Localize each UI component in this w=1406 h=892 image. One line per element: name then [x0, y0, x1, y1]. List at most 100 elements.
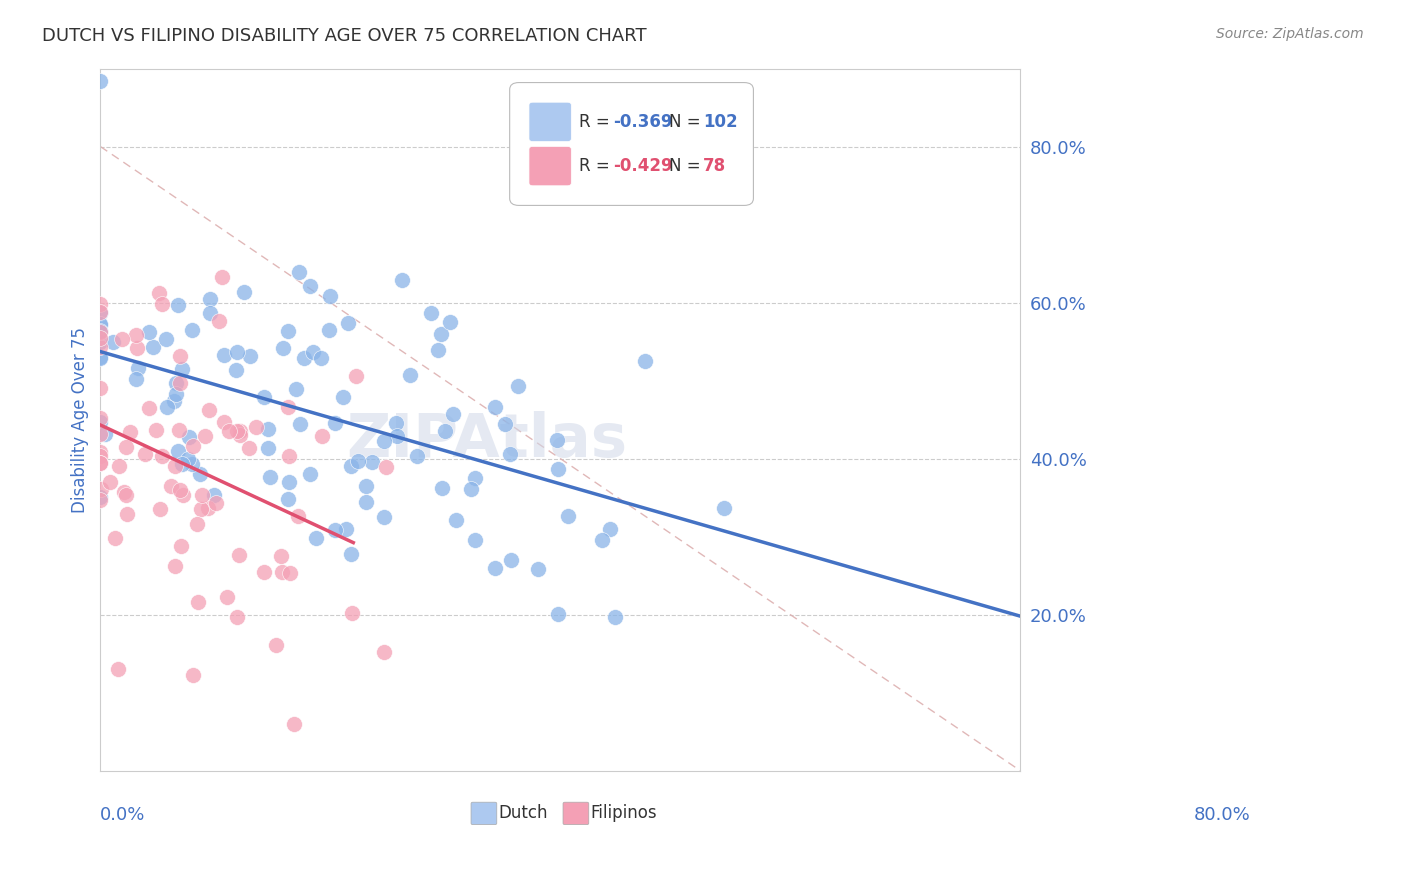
Point [257, 422, 280, 436]
Point [277, 475, 299, 489]
Point [198, 292, 221, 306]
Point [229, 428, 252, 442]
Point [89, 335, 111, 350]
FancyBboxPatch shape [529, 103, 571, 142]
Text: -0.429: -0.429 [613, 157, 673, 175]
Point [89, 325, 111, 339]
Point [202, 488, 225, 502]
Point [337, 316, 360, 330]
Point [319, 289, 342, 303]
Point [354, 494, 377, 508]
Point [118, 425, 141, 439]
Point [188, 467, 211, 481]
Point [89, 427, 111, 442]
Point [89, 490, 111, 504]
Point [311, 429, 333, 443]
Point [165, 387, 187, 401]
Point [181, 439, 204, 453]
Point [142, 340, 165, 354]
Point [375, 460, 398, 475]
Point [89, 411, 111, 425]
Point [89, 305, 111, 319]
Point [114, 488, 136, 502]
Point [180, 458, 202, 472]
Point [226, 424, 249, 438]
Point [591, 533, 613, 548]
Text: Filipinos: Filipinos [591, 805, 657, 822]
Point [179, 430, 201, 444]
Point [284, 382, 307, 396]
Point [547, 607, 569, 621]
Point [309, 351, 332, 365]
Point [405, 449, 427, 463]
Point [177, 451, 200, 466]
Point [305, 531, 328, 545]
Point [257, 441, 280, 455]
Point [89, 324, 111, 338]
Point [134, 447, 156, 461]
Point [229, 424, 252, 438]
Point [215, 590, 238, 604]
Point [288, 265, 311, 279]
Point [430, 326, 453, 341]
Point [253, 390, 276, 404]
Text: 78: 78 [703, 157, 725, 175]
Point [419, 306, 441, 320]
Point [138, 401, 160, 415]
Point [170, 362, 193, 376]
Point [89, 318, 111, 333]
Point [290, 417, 312, 432]
Point [426, 343, 449, 358]
Point [155, 332, 177, 346]
Point [270, 549, 292, 563]
Point [89, 297, 111, 311]
Point [150, 449, 173, 463]
Point [299, 279, 322, 293]
Point [98, 475, 121, 489]
Point [335, 522, 357, 536]
Point [150, 297, 173, 311]
Point [211, 270, 233, 285]
Point [599, 522, 621, 536]
Text: Dutch: Dutch [499, 805, 548, 822]
Point [226, 610, 249, 624]
Point [155, 400, 177, 414]
Point [208, 314, 231, 328]
Point [124, 372, 146, 386]
Point [145, 423, 167, 437]
Point [302, 344, 325, 359]
Text: DUTCH VS FILIPINO DISABILITY AGE OVER 75 CORRELATION CHART: DUTCH VS FILIPINO DISABILITY AGE OVER 75… [42, 27, 647, 45]
Point [205, 496, 228, 510]
Point [499, 447, 522, 461]
Point [557, 508, 579, 523]
Point [506, 378, 529, 392]
Point [546, 433, 568, 447]
Point [271, 341, 294, 355]
Point [166, 444, 188, 458]
Point [149, 502, 172, 516]
Point [298, 467, 321, 481]
Point [166, 376, 188, 390]
Point [484, 560, 506, 574]
Point [94, 427, 117, 442]
Text: R =: R = [579, 113, 614, 131]
Point [190, 488, 212, 502]
Point [499, 553, 522, 567]
Point [318, 323, 340, 337]
Point [90, 482, 112, 496]
Point [89, 449, 111, 463]
Point [266, 638, 288, 652]
Point [373, 645, 395, 659]
Point [181, 323, 204, 337]
Point [252, 566, 274, 580]
Point [167, 423, 190, 437]
Point [163, 394, 186, 409]
FancyBboxPatch shape [509, 83, 754, 205]
Point [89, 340, 111, 354]
Point [323, 523, 346, 537]
Point [484, 401, 506, 415]
Point [172, 488, 194, 502]
Point [169, 376, 191, 390]
Point [238, 441, 260, 455]
Point [340, 547, 363, 561]
